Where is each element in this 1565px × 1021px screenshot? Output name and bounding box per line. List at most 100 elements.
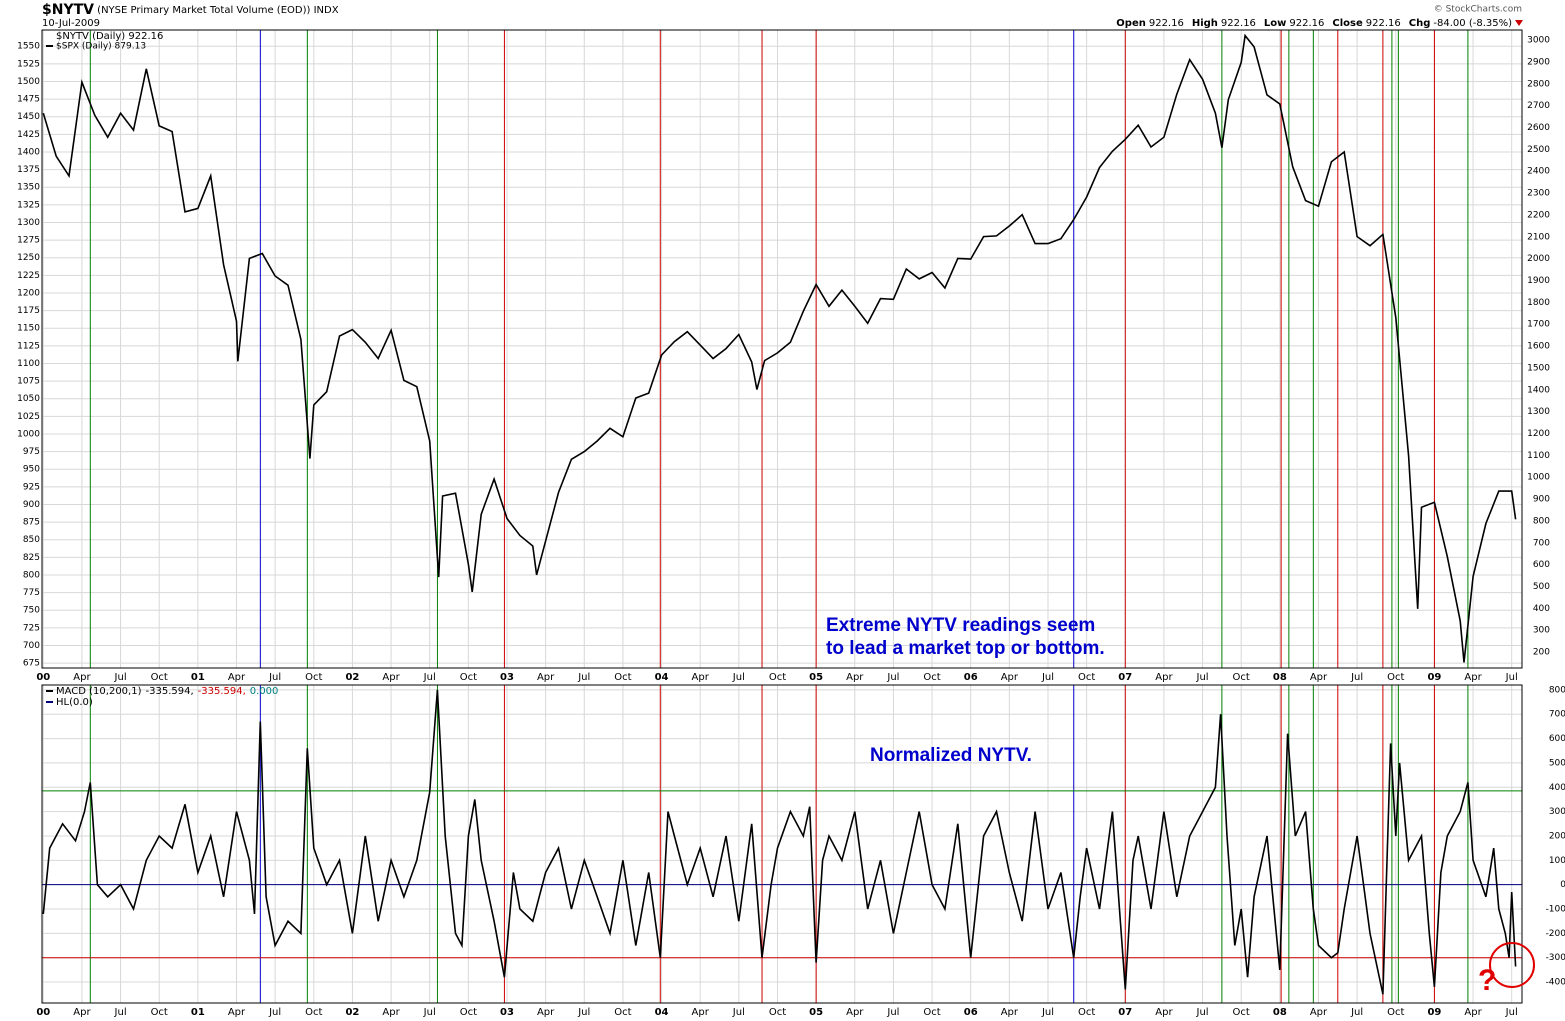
x-tick-label: Jul	[1350, 1007, 1363, 1018]
x-tick-label: Jul	[886, 1007, 899, 1018]
y-tick-label: 1050	[17, 394, 40, 404]
y-tick-label: 900	[23, 500, 40, 510]
x-tick-label: Jul	[732, 1007, 745, 1018]
quote-label: Chg	[1409, 18, 1431, 29]
y2-tick-label: 1200	[1527, 429, 1550, 439]
y-tick-label: 1475	[17, 95, 40, 105]
quote-value: -84.00 (-8.35%)	[1433, 18, 1512, 29]
y-tick-label: 1100	[17, 359, 40, 369]
x-tick-label: Apr	[537, 1007, 555, 1018]
y-tick-label: 1175	[17, 306, 40, 316]
x-tick-label: Apr	[537, 672, 555, 683]
y2-tick-label: 2400	[1527, 167, 1550, 177]
legend-entry: $SPX (Daily) 879.13	[56, 42, 146, 52]
x-tick-label: Oct	[923, 1007, 940, 1018]
x-tick-label: Jul	[114, 672, 127, 683]
quote-label: Close	[1332, 18, 1363, 29]
x-tick-label: Oct	[305, 672, 322, 683]
question-mark: ?	[1478, 964, 1496, 997]
x-tick-label: Jul	[577, 672, 590, 683]
x-tick-label: Apr	[228, 1007, 246, 1018]
x-tick-label: Apr	[382, 1007, 400, 1018]
y-tick-label: 1550	[17, 42, 40, 52]
x-tick-label: 06	[964, 672, 978, 683]
y-tick-label: 1075	[17, 377, 40, 387]
x-tick-label: Oct	[923, 672, 940, 683]
y-tick-label: 200	[1549, 831, 1565, 841]
x-tick-label: Apr	[692, 1007, 710, 1018]
x-tick-label: 09	[1427, 1007, 1441, 1018]
y-tick-label: 725	[23, 623, 40, 633]
readout: -335.594,	[198, 686, 246, 697]
x-tick-label: Oct	[1078, 1007, 1095, 1018]
x-tick-label: Oct	[769, 1007, 786, 1018]
y2-tick-label: 1400	[1527, 385, 1550, 395]
x-tick-label: Oct	[460, 672, 477, 683]
y-tick-label: 400	[1549, 783, 1565, 793]
y2-tick-label: 800	[1533, 516, 1550, 526]
x-tick-label: Jul	[1505, 672, 1518, 683]
y-tick-label: 925	[23, 482, 40, 492]
quote-value: 922.16	[1366, 18, 1401, 29]
x-tick-label: Apr	[846, 1007, 864, 1018]
price-panel: 00 Apr Jul Oct 01 Apr Jul Oct 02 Apr Jul Oct 03 Apr Ju…	[17, 29, 1550, 683]
y-tick-label: -400	[1546, 978, 1565, 988]
y-tick-label: 950	[23, 465, 40, 475]
y-tick-label: -300	[1546, 953, 1565, 963]
x-tick-label: Oct	[1387, 1007, 1404, 1018]
x-tick-label: Oct	[614, 672, 631, 683]
x-tick-label: Jul	[114, 1007, 127, 1018]
x-tick-label: 04	[655, 1007, 669, 1018]
y-tick-label: 1425	[17, 130, 40, 140]
quote-label: Low	[1264, 18, 1286, 29]
y-tick-label: 1500	[17, 77, 40, 87]
x-tick-label: Oct	[1387, 672, 1404, 683]
x-tick-label: Jul	[1350, 672, 1363, 683]
series-name: MACD (10,200,1)	[56, 686, 142, 697]
readout: -335.594,	[146, 686, 194, 697]
change-arrow	[1515, 20, 1523, 26]
description: (NYSE Primary Market Total Volume (EOD))	[97, 5, 310, 16]
y-tick-label: 675	[23, 659, 40, 669]
y-tick-label: 800	[1549, 685, 1565, 695]
x-tick-label: 05	[809, 672, 823, 683]
x-tick-label: Apr	[73, 1007, 91, 1018]
x-tick-label: Apr	[1001, 1007, 1019, 1018]
x-tick-label: Jul	[1505, 1007, 1518, 1018]
x-tick-label: Jul	[1196, 672, 1209, 683]
y2-tick-label: 1500	[1527, 363, 1550, 373]
x-tick-label: Apr	[692, 672, 710, 683]
y-tick-label: 775	[23, 588, 40, 598]
y2-tick-label: 2500	[1527, 145, 1550, 155]
x-tick-label: Oct	[460, 1007, 477, 1018]
x-tick-label: 03	[500, 1007, 514, 1018]
y2-tick-label: 1900	[1527, 276, 1550, 286]
y-tick-label: 0	[1560, 880, 1565, 890]
y-tick-label: 825	[23, 553, 40, 563]
x-tick-label: Jul	[732, 672, 745, 683]
quote-value: 922.16	[1289, 18, 1324, 29]
x-tick-label: 02	[345, 672, 359, 683]
x-tick-label: Oct	[614, 1007, 631, 1018]
legend-title: $NYTV (Daily) 922.16	[56, 31, 163, 42]
x-tick-label: Jul	[1196, 1007, 1209, 1018]
x-tick-label: 08	[1273, 672, 1287, 683]
y2-tick-label: 2800	[1527, 79, 1550, 89]
y-tick-label: 1350	[17, 183, 40, 193]
x-tick-label: Jul	[423, 1007, 436, 1018]
y-tick-label: 1150	[17, 324, 40, 334]
x-tick-label: Apr	[1155, 1007, 1173, 1018]
y-tick-label: 1375	[17, 165, 40, 175]
x-tick-label: Oct	[1233, 1007, 1250, 1018]
x-tick-label: Apr	[846, 672, 864, 683]
x-tick-label: Apr	[382, 672, 400, 683]
x-tick-label: 08	[1273, 1007, 1287, 1018]
date: 10-Jul-2009	[42, 18, 100, 29]
y-tick-label: 1450	[17, 112, 40, 122]
x-tick-label: Jul	[1041, 1007, 1054, 1018]
y-tick-label: 600	[1549, 734, 1565, 744]
plot-area	[42, 685, 1522, 1003]
annotation: to lead a market top or bottom.	[826, 638, 1105, 659]
y-tick-label: 1525	[17, 59, 40, 69]
